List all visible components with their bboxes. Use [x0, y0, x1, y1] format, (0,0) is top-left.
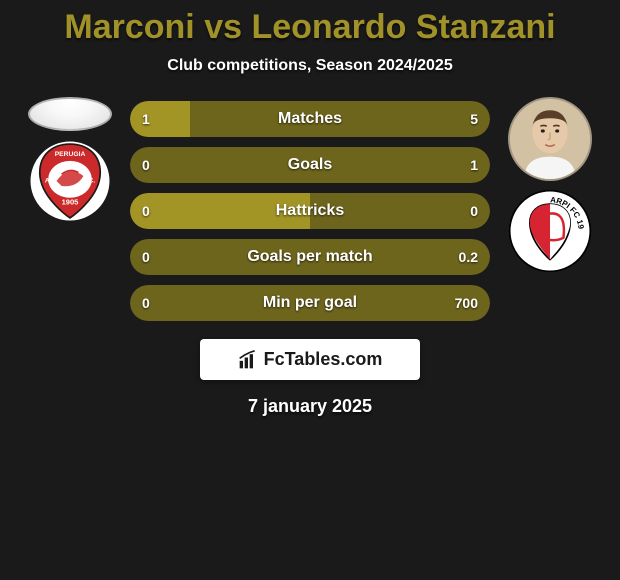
player2-name: Leonardo Stanzani [251, 8, 555, 46]
perugia-badge-icon: PERUGIA 1905 A. C. [28, 139, 112, 223]
svg-text:PERUGIA: PERUGIA [55, 151, 86, 158]
player1-name: Marconi [64, 8, 194, 46]
comparison-container: PERUGIA 1905 A. C. 15Matches 01Goals 00Hat… [0, 97, 620, 321]
player2-club-badge: ARPI FC 1909 [508, 189, 592, 273]
stat-row: 01Goals [130, 147, 490, 183]
svg-text:1905: 1905 [62, 198, 79, 207]
vs-text: vs [195, 8, 252, 46]
carpi-badge-icon: ARPI FC 1909 [508, 189, 592, 273]
subtitle: Club competitions, Season 2024/2025 [0, 57, 620, 75]
chart-icon [238, 350, 258, 370]
left-side: PERUGIA 1905 A. C. [10, 97, 130, 223]
svg-text:C.: C. [88, 178, 95, 185]
svg-text:A.: A. [45, 178, 52, 185]
stat-row: 00Hattricks [130, 193, 490, 229]
player1-avatar-placeholder [28, 97, 112, 131]
branding-text: FcTables.com [264, 349, 383, 370]
stat-row: 0700Min per goal [130, 285, 490, 321]
branding-box: FcTables.com [200, 339, 420, 380]
stat-row: 15Matches [130, 101, 490, 137]
right-side: ARPI FC 1909 [490, 97, 610, 273]
stat-bars: 15Matches 01Goals 00Hattricks 00.2Goals per… [130, 97, 490, 321]
player1-club-badge: PERUGIA 1905 A. C. [28, 139, 112, 223]
stat-row: 00.2Goals per match [130, 239, 490, 275]
date-text: 7 january 2025 [0, 396, 620, 417]
player2-avatar [508, 97, 592, 181]
page-title: Marconi vs Leonardo Stanzani [0, 0, 620, 47]
